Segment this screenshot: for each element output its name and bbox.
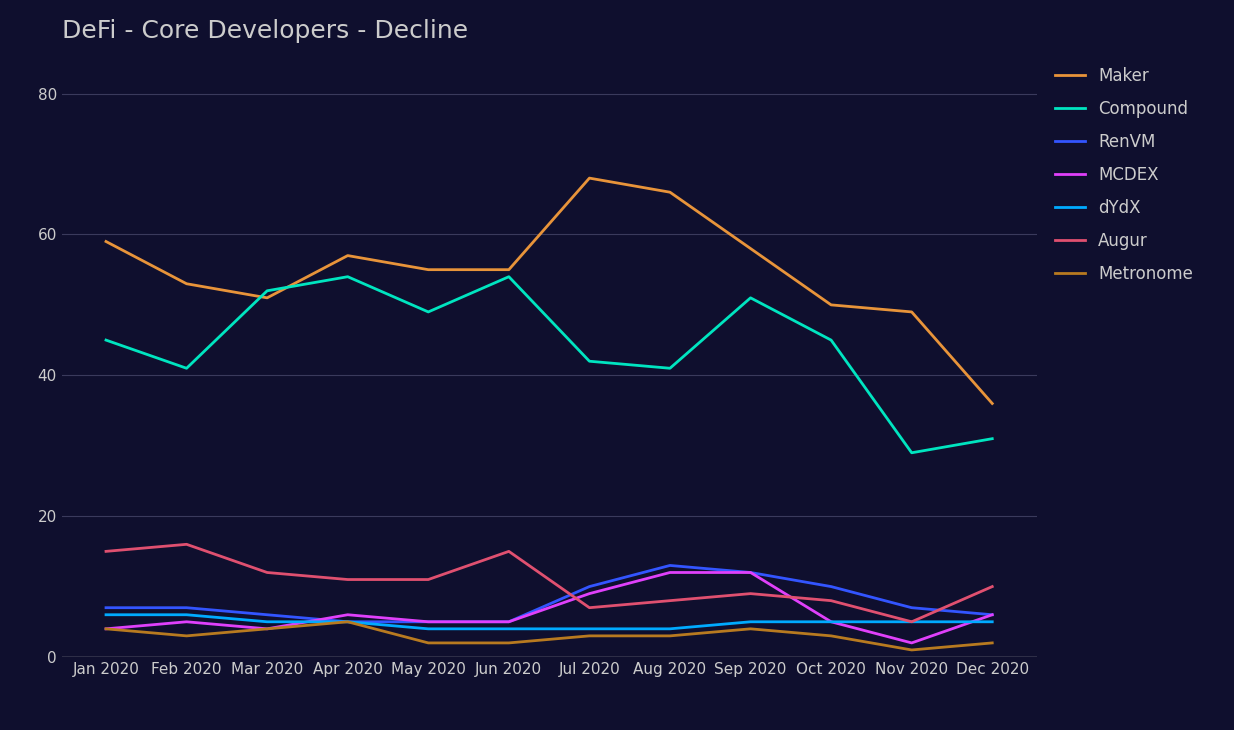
Augur <box>179 540 194 549</box>
MCDEX <box>824 618 839 626</box>
dYdX <box>663 624 677 633</box>
Compound <box>179 364 194 372</box>
RenVM <box>824 583 839 591</box>
Maker <box>421 265 436 274</box>
Maker <box>179 280 194 288</box>
Compound <box>501 272 516 281</box>
Maker <box>341 251 355 260</box>
Augur <box>905 618 919 626</box>
Augur <box>99 547 114 556</box>
Maker <box>824 301 839 310</box>
dYdX <box>341 618 355 626</box>
Augur <box>259 568 274 577</box>
MCDEX <box>421 618 436 626</box>
Augur <box>341 575 355 584</box>
dYdX <box>824 618 839 626</box>
Line: dYdX: dYdX <box>106 615 992 629</box>
dYdX <box>259 618 274 626</box>
Metronome <box>663 631 677 640</box>
Compound <box>985 434 1000 443</box>
Metronome <box>905 645 919 654</box>
dYdX <box>743 618 758 626</box>
RenVM <box>341 618 355 626</box>
Compound <box>341 272 355 281</box>
MCDEX <box>501 618 516 626</box>
Metronome <box>501 639 516 648</box>
Maker <box>582 174 597 182</box>
RenVM <box>663 561 677 570</box>
Metronome <box>341 618 355 626</box>
Augur <box>743 589 758 598</box>
Compound <box>259 286 274 295</box>
MCDEX <box>905 639 919 648</box>
RenVM <box>582 583 597 591</box>
Augur <box>421 575 436 584</box>
Compound <box>582 357 597 366</box>
Augur <box>985 583 1000 591</box>
Augur <box>501 547 516 556</box>
RenVM <box>905 603 919 612</box>
RenVM <box>743 568 758 577</box>
Metronome <box>582 631 597 640</box>
RenVM <box>179 603 194 612</box>
Augur <box>582 603 597 612</box>
Line: Compound: Compound <box>106 277 992 453</box>
Legend: Maker, Compound, RenVM, MCDEX, dYdX, Augur, Metronome: Maker, Compound, RenVM, MCDEX, dYdX, Aug… <box>1055 66 1193 283</box>
MCDEX <box>743 568 758 577</box>
Compound <box>905 448 919 457</box>
MCDEX <box>582 589 597 598</box>
Line: RenVM: RenVM <box>106 566 992 622</box>
Line: Metronome: Metronome <box>106 622 992 650</box>
Maker <box>743 244 758 253</box>
RenVM <box>501 618 516 626</box>
Maker <box>259 293 274 302</box>
Line: MCDEX: MCDEX <box>106 572 992 643</box>
Maker <box>985 399 1000 408</box>
Metronome <box>985 639 1000 648</box>
Metronome <box>259 624 274 633</box>
dYdX <box>99 610 114 619</box>
Line: Maker: Maker <box>106 178 992 404</box>
MCDEX <box>341 610 355 619</box>
Metronome <box>99 624 114 633</box>
Compound <box>663 364 677 372</box>
Metronome <box>179 631 194 640</box>
MCDEX <box>259 624 274 633</box>
dYdX <box>985 618 1000 626</box>
Metronome <box>824 631 839 640</box>
Text: DeFi - Core Developers - Decline: DeFi - Core Developers - Decline <box>62 18 468 42</box>
Maker <box>663 188 677 196</box>
Compound <box>824 336 839 345</box>
Compound <box>99 336 114 345</box>
dYdX <box>421 624 436 633</box>
Metronome <box>421 639 436 648</box>
Maker <box>501 265 516 274</box>
RenVM <box>99 603 114 612</box>
MCDEX <box>99 624 114 633</box>
Augur <box>663 596 677 605</box>
Line: Augur: Augur <box>106 545 992 622</box>
dYdX <box>501 624 516 633</box>
Maker <box>905 307 919 316</box>
Augur <box>824 596 839 605</box>
dYdX <box>179 610 194 619</box>
Metronome <box>743 624 758 633</box>
MCDEX <box>985 610 1000 619</box>
Compound <box>743 293 758 302</box>
Maker <box>99 237 114 246</box>
Compound <box>421 307 436 316</box>
MCDEX <box>663 568 677 577</box>
dYdX <box>582 624 597 633</box>
MCDEX <box>179 618 194 626</box>
RenVM <box>259 610 274 619</box>
RenVM <box>421 618 436 626</box>
dYdX <box>905 618 919 626</box>
RenVM <box>985 610 1000 619</box>
